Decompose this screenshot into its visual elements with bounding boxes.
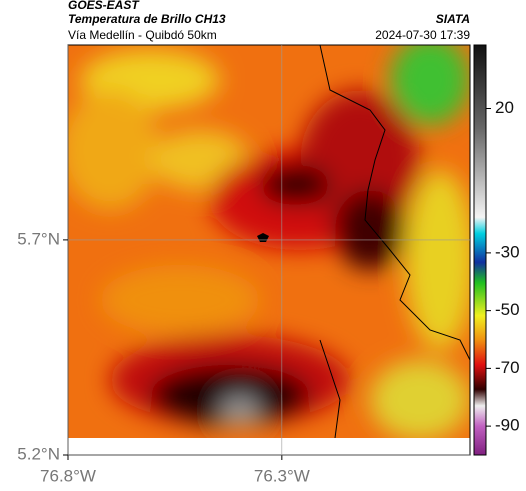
border	[319, 45, 470, 361]
colorbar	[473, 44, 487, 456]
colorbar-tick-label: -70	[495, 358, 520, 377]
product: Temperatura de Brillo CH13	[68, 12, 226, 26]
y-tick-label: 5.7°N	[17, 229, 60, 248]
x-tick-label: 76.3°W	[254, 466, 310, 485]
colorbar-tick-label: 20	[495, 98, 514, 117]
brightness-field	[68, 45, 470, 438]
colorbar-tick-label: -50	[495, 300, 520, 319]
timestamp: 2024-07-30 17:39	[375, 28, 470, 42]
agency: SIATA	[436, 12, 470, 26]
x-tick-label: 76.8°W	[40, 466, 96, 485]
colorbar-tick-label: -30	[495, 242, 520, 261]
border	[319, 339, 341, 438]
route: Vía Medellín - Quibdó 50km	[68, 28, 217, 42]
y-tick-label: 5.2°N	[17, 444, 60, 463]
colorbar-tick-label: -90	[495, 416, 520, 435]
source: GOES-EAST	[68, 0, 140, 12]
